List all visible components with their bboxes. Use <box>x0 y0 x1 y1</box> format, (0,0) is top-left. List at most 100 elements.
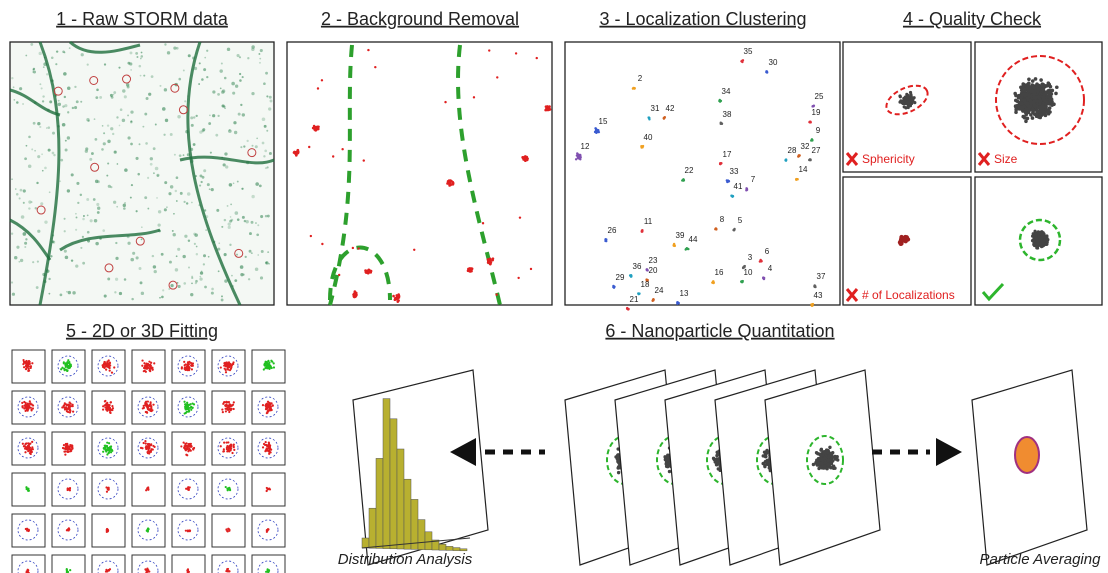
raw-point <box>243 274 245 276</box>
cluster-label: 21 <box>630 295 639 304</box>
raw-point <box>208 122 211 125</box>
raw-point <box>184 100 186 102</box>
localization <box>185 530 187 532</box>
raw-point <box>203 263 205 265</box>
raw-point <box>191 283 193 285</box>
localization <box>338 274 340 276</box>
raw-point <box>65 256 69 260</box>
raw-point <box>107 278 110 281</box>
localization <box>109 412 111 414</box>
raw-point <box>64 218 66 220</box>
localization <box>394 297 397 300</box>
localization <box>1028 85 1032 89</box>
panel-title: 6 - Nanoparticle Quantitation <box>605 321 834 341</box>
localization <box>269 405 271 407</box>
raw-point <box>221 90 225 94</box>
localization <box>106 442 108 444</box>
localization <box>296 152 299 155</box>
raw-point <box>120 108 123 111</box>
raw-point <box>123 207 126 210</box>
raw-point <box>113 201 116 204</box>
cluster <box>766 70 768 72</box>
localization <box>111 371 113 373</box>
localization <box>147 487 149 489</box>
raw-point <box>241 188 243 190</box>
raw-point <box>25 55 27 57</box>
localization <box>107 407 109 409</box>
localization <box>102 408 104 410</box>
localization <box>267 488 269 490</box>
localization <box>190 446 192 448</box>
raw-point <box>161 253 164 256</box>
raw-point <box>19 197 21 199</box>
raw-point <box>87 215 89 217</box>
cluster-label: 25 <box>815 92 824 101</box>
raw-point <box>11 233 13 235</box>
localization <box>1051 89 1055 93</box>
localization <box>1032 232 1035 235</box>
raw-point <box>242 76 244 78</box>
localization <box>147 447 149 449</box>
localization <box>108 489 110 491</box>
raw-point <box>217 115 219 117</box>
raw-point <box>103 132 105 134</box>
localization <box>517 277 519 279</box>
raw-point <box>97 211 100 214</box>
localization <box>547 106 550 109</box>
localization <box>143 442 145 444</box>
raw-point <box>265 262 267 264</box>
localization <box>24 361 26 363</box>
localization <box>144 568 146 570</box>
cluster <box>721 123 723 125</box>
cluster <box>715 228 717 230</box>
panel-title: 5 - 2D or 3D Fitting <box>66 321 218 341</box>
raw-point <box>162 289 164 291</box>
raw-point <box>164 88 167 91</box>
localization <box>64 408 66 410</box>
raw-point <box>224 107 226 109</box>
raw-point <box>21 215 25 219</box>
raw-point <box>159 297 161 299</box>
localization <box>832 467 835 470</box>
raw-point <box>110 186 112 188</box>
raw-point <box>182 255 185 258</box>
raw-point <box>11 77 13 79</box>
localization <box>909 93 912 96</box>
localization <box>25 368 27 370</box>
raw-point <box>161 296 164 299</box>
localization <box>111 405 113 407</box>
localization <box>1048 98 1052 102</box>
localization <box>67 359 69 361</box>
localization <box>1029 113 1033 117</box>
localization <box>223 448 225 450</box>
raw-point <box>60 159 63 162</box>
raw-point <box>83 215 85 217</box>
raw-point <box>267 215 270 218</box>
localization <box>268 442 270 444</box>
raw-point <box>113 94 115 96</box>
localization <box>106 491 108 493</box>
cluster-label: 43 <box>814 291 823 300</box>
cluster-label: 6 <box>765 247 770 256</box>
raw-point <box>147 177 149 179</box>
raw-point <box>122 89 125 92</box>
raw-point <box>52 132 55 135</box>
raw-point <box>156 197 158 199</box>
localization <box>68 361 70 363</box>
localization <box>233 449 235 451</box>
localization <box>898 94 901 97</box>
raw-point <box>260 49 263 52</box>
raw-point <box>265 167 267 169</box>
cluster <box>719 163 721 165</box>
raw-point <box>157 224 160 227</box>
localization <box>23 366 25 368</box>
hist-bar <box>397 449 404 549</box>
raw-point <box>115 257 118 260</box>
cluster-label: 42 <box>666 104 675 113</box>
raw-point <box>23 202 25 204</box>
raw-point <box>141 52 143 54</box>
localization <box>544 109 547 112</box>
localization <box>183 401 185 403</box>
localization <box>104 362 106 364</box>
localization <box>193 403 195 405</box>
